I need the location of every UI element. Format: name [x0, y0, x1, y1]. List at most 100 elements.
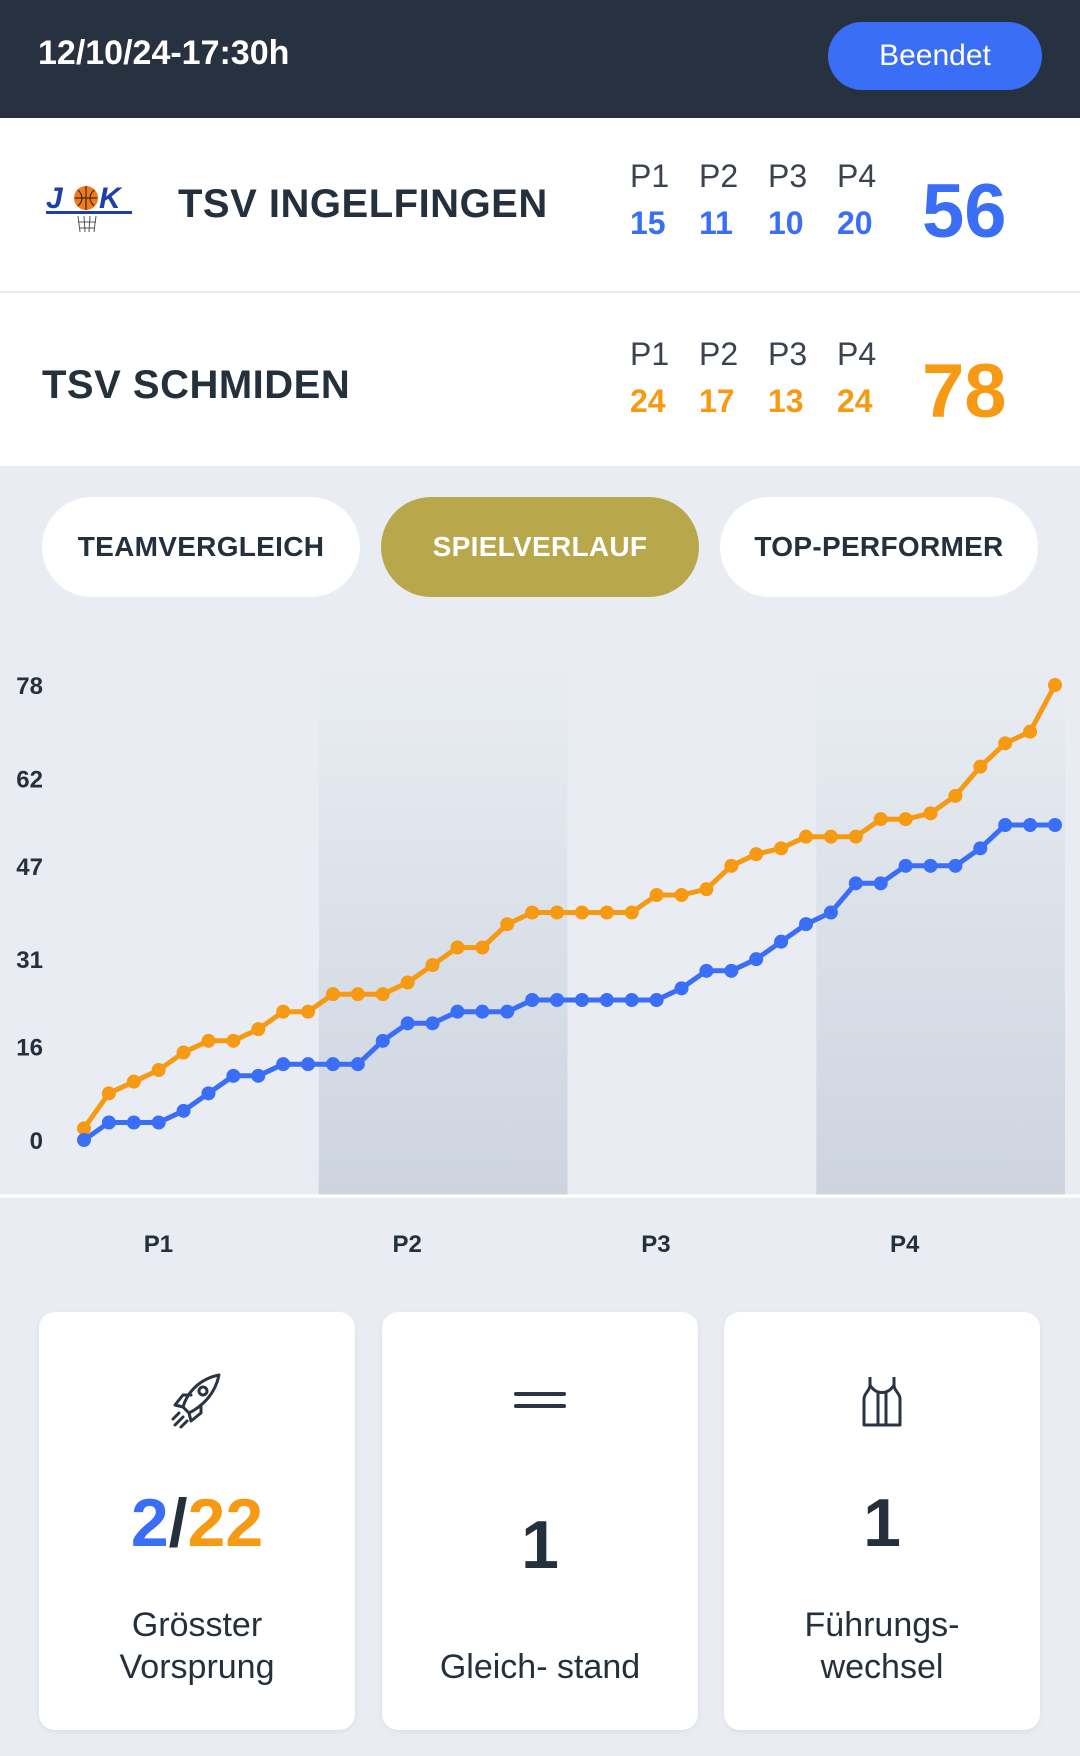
data-point[interactable]	[126, 1115, 141, 1130]
data-point[interactable]	[1048, 818, 1062, 832]
data-point[interactable]	[749, 952, 764, 967]
data-point[interactable]	[475, 1004, 490, 1019]
data-point[interactable]	[1023, 724, 1038, 739]
data-point[interactable]	[948, 858, 963, 873]
data-point[interactable]	[226, 1033, 241, 1048]
data-point[interactable]	[624, 905, 639, 920]
data-point[interactable]	[176, 1103, 191, 1118]
data-point[interactable]	[550, 905, 565, 920]
data-point[interactable]	[1023, 818, 1038, 832]
data-point[interactable]	[599, 993, 614, 1007]
series-line	[81, 683, 1058, 1130]
data-point[interactable]	[998, 818, 1013, 832]
biggest-lead-value: 2/22	[39, 1484, 355, 1562]
quarter-label: P2	[699, 158, 739, 194]
stat-card-biggest-lead[interactable]: 2/22 Grösster Vorsprung	[39, 1312, 355, 1730]
data-point[interactable]	[724, 963, 739, 978]
data-point[interactable]	[375, 987, 390, 1002]
data-point[interactable]	[325, 1057, 340, 1072]
tab-top-performer[interactable]: TOP-PERFORMER	[720, 497, 1038, 597]
home-quarter-scores: P1 P2 P3 P4 15 11 10 20	[630, 158, 920, 242]
data-point[interactable]	[674, 888, 689, 902]
data-point[interactable]	[823, 829, 838, 844]
data-point[interactable]	[77, 1133, 91, 1147]
data-point[interactable]	[500, 1004, 515, 1019]
data-point[interactable]	[848, 876, 863, 891]
data-point[interactable]	[574, 905, 589, 920]
data-point[interactable]	[276, 1057, 291, 1072]
data-point[interactable]	[325, 987, 340, 1002]
team-logo: J K	[46, 182, 132, 233]
data-point[interactable]	[550, 993, 565, 1007]
data-point[interactable]	[674, 981, 689, 996]
data-point[interactable]	[923, 858, 938, 873]
data-point[interactable]	[948, 788, 963, 803]
data-point[interactable]	[1048, 678, 1062, 692]
tab-teamvergleich[interactable]: TEAMVERGLEICH	[42, 497, 360, 597]
data-point[interactable]	[525, 993, 540, 1007]
data-point[interactable]	[873, 876, 888, 891]
data-point[interactable]	[450, 1004, 465, 1019]
data-point[interactable]	[973, 841, 988, 856]
data-point[interactable]	[350, 1057, 365, 1072]
data-point[interactable]	[425, 1016, 440, 1031]
data-point[interactable]	[126, 1074, 141, 1089]
data-point[interactable]	[599, 905, 614, 920]
data-point[interactable]	[649, 888, 664, 902]
data-point[interactable]	[699, 963, 714, 978]
data-point[interactable]	[400, 975, 415, 990]
biggest-lead-away: 22	[187, 1485, 264, 1561]
data-point[interactable]	[749, 847, 764, 862]
tab-spielverlauf[interactable]: SPIELVERLAUF	[381, 497, 699, 597]
data-point[interactable]	[973, 759, 988, 774]
data-point[interactable]	[101, 1086, 116, 1101]
data-point[interactable]	[201, 1086, 216, 1101]
data-point[interactable]	[500, 917, 515, 932]
data-point[interactable]	[77, 1121, 91, 1136]
label-line: Grösster Vorsprung	[119, 1606, 275, 1686]
data-point[interactable]	[226, 1068, 241, 1083]
away-team-row[interactable]: TSV SCHMIDEN P1 P2 P3 P4 24 17 13 24 78	[0, 293, 1080, 466]
data-point[interactable]	[873, 812, 888, 827]
stat-card-lead-changes[interactable]: 1 Führungs- wechsel	[724, 1312, 1040, 1730]
data-point[interactable]	[151, 1063, 166, 1077]
data-point[interactable]	[724, 858, 739, 873]
data-point[interactable]	[998, 736, 1013, 751]
quarter-label: P2	[699, 336, 739, 372]
data-point[interactable]	[774, 934, 789, 949]
data-point[interactable]	[276, 1004, 291, 1019]
status-badge[interactable]: Beendet	[828, 22, 1042, 90]
data-point[interactable]	[699, 882, 714, 897]
data-point[interactable]	[799, 829, 814, 844]
home-team-row[interactable]: J K TSV INGELFINGEN P1 P2 P3 P4 15 11 10…	[0, 118, 1080, 291]
data-point[interactable]	[176, 1045, 191, 1060]
data-point[interactable]	[450, 940, 465, 955]
data-point[interactable]	[425, 958, 440, 972]
rocket-icon	[171, 1373, 221, 1429]
data-point[interactable]	[301, 1004, 316, 1019]
data-point[interactable]	[400, 1016, 415, 1031]
data-point[interactable]	[848, 829, 863, 844]
data-point[interactable]	[823, 905, 838, 920]
data-point[interactable]	[898, 812, 913, 827]
data-point[interactable]	[923, 806, 938, 821]
data-point[interactable]	[574, 993, 589, 1007]
data-point[interactable]	[375, 1033, 390, 1048]
data-point[interactable]	[101, 1115, 116, 1130]
data-point[interactable]	[525, 905, 540, 920]
data-point[interactable]	[201, 1033, 216, 1048]
away-quarter-scores: P1 P2 P3 P4 24 17 13 24	[630, 336, 920, 420]
data-point[interactable]	[624, 993, 639, 1007]
data-point[interactable]	[898, 858, 913, 873]
data-point[interactable]	[649, 993, 664, 1007]
data-point[interactable]	[799, 917, 814, 932]
stat-card-ties[interactable]: 1 Gleich- stand	[382, 1312, 698, 1730]
biggest-lead-home: 2	[130, 1485, 169, 1561]
data-point[interactable]	[251, 1022, 266, 1037]
data-point[interactable]	[151, 1115, 166, 1130]
data-point[interactable]	[350, 987, 365, 1002]
data-point[interactable]	[475, 940, 490, 955]
data-point[interactable]	[301, 1057, 316, 1072]
data-point[interactable]	[251, 1068, 266, 1083]
data-point[interactable]	[774, 841, 789, 856]
